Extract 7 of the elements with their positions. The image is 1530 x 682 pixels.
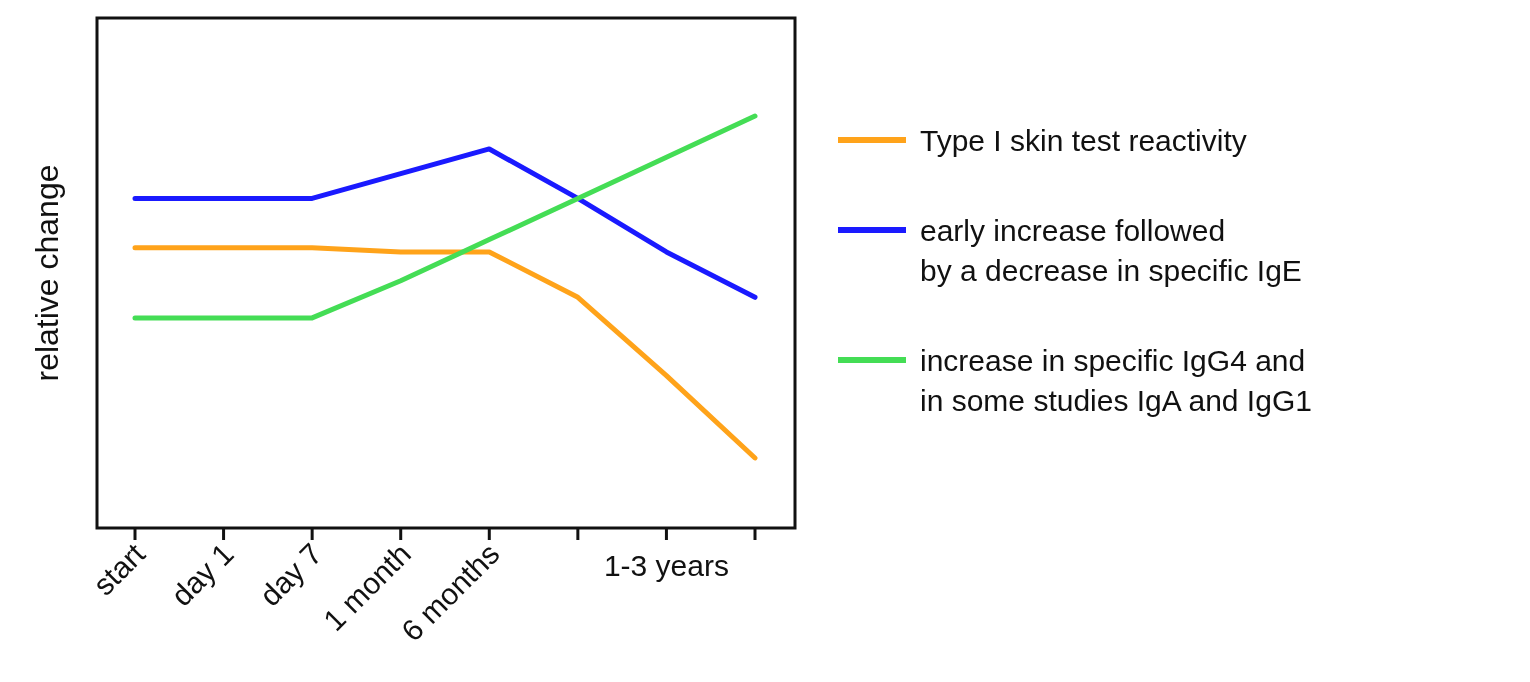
y-axis-title: relative change [29, 164, 65, 382]
x-tick-label: 1-3 years [603, 549, 729, 582]
legend-label: increase in specific IgG4 and in some studies IgA and IgG1 [920, 344, 1312, 417]
x-tick-label: start [86, 536, 152, 602]
legend-label: Type I skin test reactivity [920, 124, 1247, 157]
x-tick-label: day 1 [164, 536, 240, 613]
legend-label: early increase followed by a decrease in specific IgE [920, 214, 1302, 287]
